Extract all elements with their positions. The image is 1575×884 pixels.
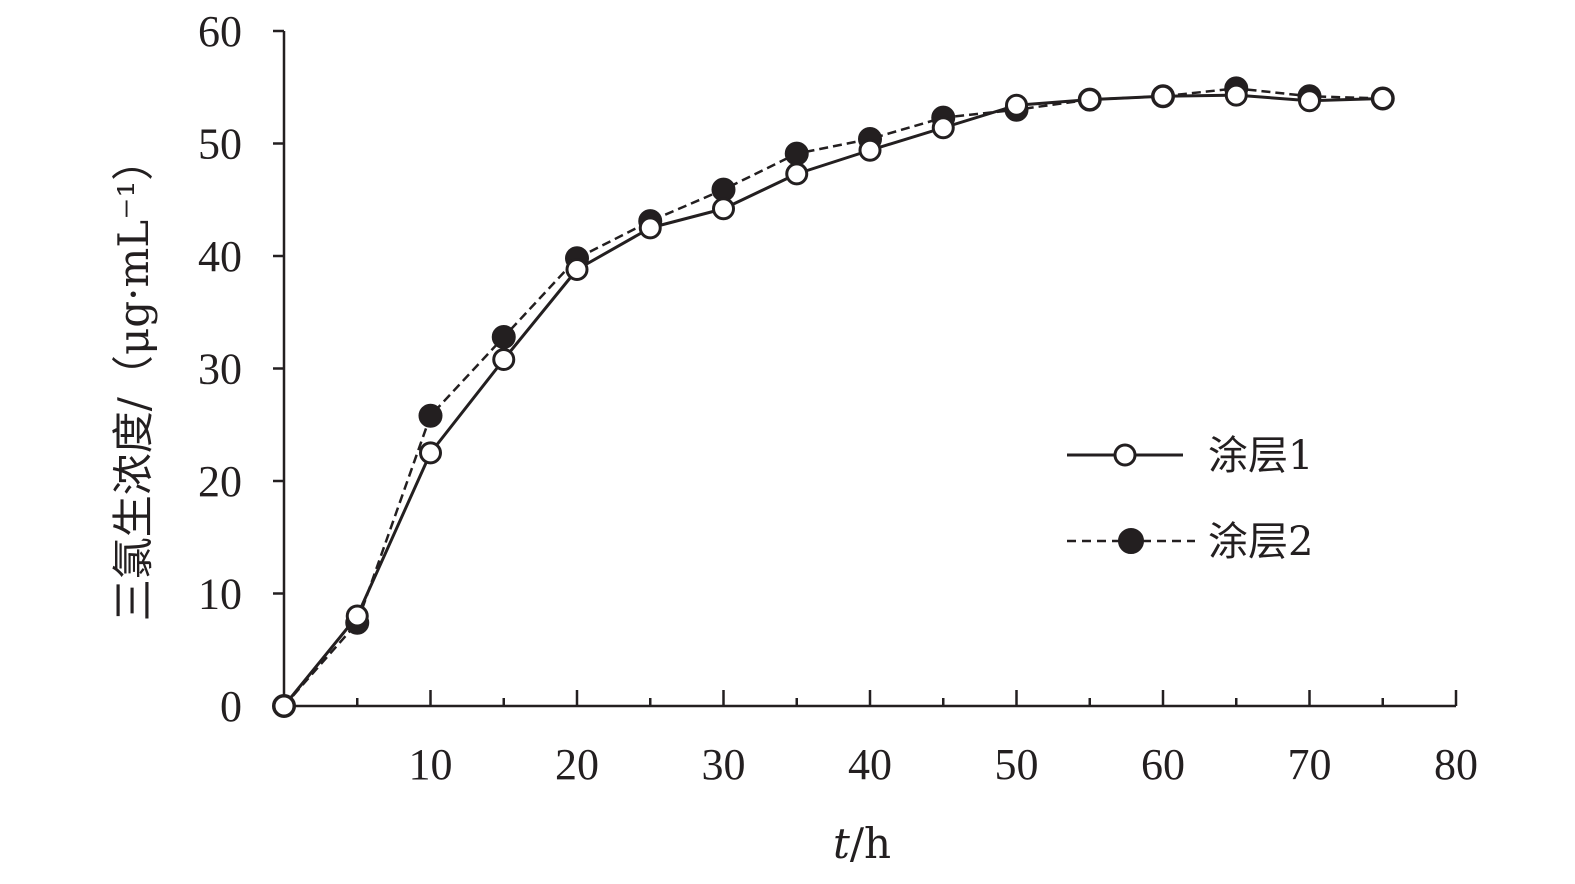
series-layer bbox=[272, 76, 1395, 718]
legend-item-series-2: 涂层2 bbox=[1067, 519, 1313, 565]
series-1-point bbox=[1224, 83, 1248, 107]
x-ticks: 10 20 30 40 50 60 70 80 bbox=[356, 690, 1478, 789]
series-1-point bbox=[565, 258, 589, 281]
y-tick-label: 0 bbox=[220, 682, 242, 731]
x-tick-label: 70 bbox=[1288, 740, 1332, 789]
series-1-point bbox=[931, 116, 955, 140]
series-1-point bbox=[858, 138, 882, 162]
x-tick-label: 80 bbox=[1434, 740, 1478, 789]
y-tick-label: 40 bbox=[198, 232, 242, 281]
series-1-line bbox=[282, 93, 1383, 707]
legend-marker-series-1 bbox=[1113, 443, 1137, 467]
y-axis-title: 三氯生浓度/（μg·mL⁻¹） bbox=[109, 139, 158, 621]
x-tick-label: 60 bbox=[1141, 740, 1185, 789]
y-tick-label: 60 bbox=[198, 7, 242, 56]
series-1-point bbox=[1151, 84, 1175, 108]
x-tick-label: 50 bbox=[995, 740, 1039, 789]
y-ticks: 0 10 20 30 40 50 60 bbox=[198, 7, 284, 731]
legend-marker-series-2 bbox=[1118, 528, 1144, 554]
series-2-line bbox=[283, 87, 1383, 707]
y-tick-label: 10 bbox=[198, 570, 242, 619]
series-1-point bbox=[1298, 89, 1321, 113]
series-1-point bbox=[785, 162, 809, 186]
legend-label-series-1: 涂层1 bbox=[1208, 433, 1313, 479]
series-1-point bbox=[1078, 88, 1102, 112]
series-2-point bbox=[784, 141, 809, 166]
legend-label-series-2: 涂层2 bbox=[1208, 519, 1313, 565]
x-tick-label: 20 bbox=[555, 740, 599, 789]
series-1-point bbox=[712, 197, 735, 221]
series-1-point bbox=[638, 216, 662, 240]
y-tick-label: 50 bbox=[198, 120, 242, 169]
x-axis-title-unit: /h bbox=[850, 819, 891, 868]
legend: 涂层1 涂层2 bbox=[1067, 433, 1313, 565]
series-2 bbox=[272, 76, 1395, 718]
series-1-point bbox=[492, 348, 516, 371]
series-2-point bbox=[418, 403, 443, 428]
series-1-point bbox=[272, 694, 296, 718]
series-1 bbox=[272, 83, 1395, 718]
y-tick-label: 20 bbox=[198, 457, 242, 506]
series-2-point bbox=[491, 325, 516, 349]
series-1-point bbox=[1371, 87, 1395, 110]
x-tick-label: 40 bbox=[848, 740, 892, 789]
series-1-point bbox=[345, 604, 369, 628]
x-axis-title: t/h bbox=[833, 819, 891, 868]
x-tick-label: 10 bbox=[409, 740, 453, 789]
y-tick-label: 30 bbox=[198, 345, 242, 394]
legend-item-series-1: 涂层1 bbox=[1067, 433, 1313, 479]
x-tick-label: 30 bbox=[702, 740, 746, 789]
x-axis-title-variable: t bbox=[833, 819, 850, 868]
series-1-point bbox=[419, 441, 442, 465]
series-1-point bbox=[1005, 93, 1028, 117]
